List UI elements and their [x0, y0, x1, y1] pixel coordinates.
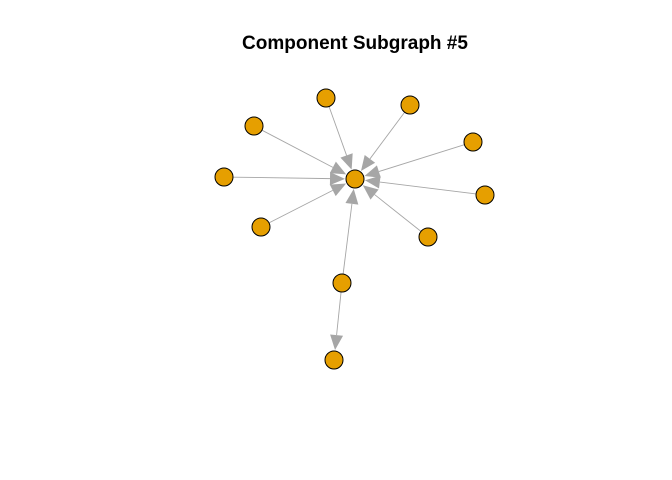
edge-arrowhead: [329, 172, 345, 186]
edge-arrowhead: [360, 155, 376, 171]
edge-arrowhead: [329, 183, 347, 197]
node-n11: [324, 350, 344, 370]
edge-arrowhead: [330, 334, 344, 351]
node-n7: [251, 217, 271, 237]
node-n5: [214, 167, 234, 187]
edge-n8-to-hub: [362, 185, 422, 232]
edge-arrowhead: [364, 175, 381, 189]
node-n3: [244, 116, 264, 136]
edge-n5-to-hub: [232, 172, 345, 186]
edge-line: [232, 176, 331, 180]
edge-n10-to-n11: [330, 291, 344, 351]
node-n1: [316, 88, 336, 108]
node-n6: [475, 185, 495, 205]
node-n8: [418, 227, 438, 247]
edge-line: [261, 129, 334, 168]
edges-layer: [232, 106, 477, 351]
edge-arrowhead: [362, 185, 379, 200]
edge-line: [369, 111, 405, 160]
edge-n3-to-hub: [261, 129, 347, 175]
edge-arrowhead: [345, 188, 359, 205]
edge-line: [336, 291, 342, 336]
edge-n7-to-hub: [268, 183, 347, 224]
edge-arrowhead: [329, 161, 347, 175]
edge-line: [328, 106, 347, 156]
node-n2: [400, 95, 420, 115]
edge-n4-to-hub: [364, 144, 465, 178]
edge-arrowhead: [340, 153, 353, 170]
edge-n2-to-hub: [360, 111, 405, 171]
edge-n1-to-hub: [328, 106, 353, 170]
edge-line: [342, 203, 353, 275]
node-n10: [332, 273, 352, 293]
nodes-layer: [214, 88, 495, 370]
hub-node: [345, 169, 365, 189]
edge-n10-to-hub: [342, 188, 359, 275]
edge-arrowhead: [364, 165, 381, 178]
edge-line: [378, 144, 465, 172]
edge-line: [268, 189, 333, 224]
edge-line: [379, 181, 477, 195]
graph-title: Component Subgraph #5: [242, 33, 468, 54]
edge-line: [374, 194, 422, 232]
edge-n6-to-hub: [364, 175, 477, 195]
node-n4: [463, 132, 483, 152]
